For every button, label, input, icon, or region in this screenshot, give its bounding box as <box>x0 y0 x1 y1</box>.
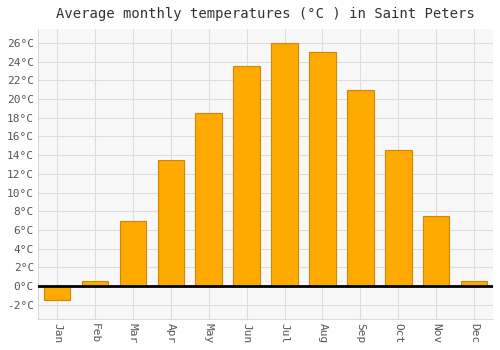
Title: Average monthly temperatures (°C ) in Saint Peters: Average monthly temperatures (°C ) in Sa… <box>56 7 475 21</box>
Bar <box>461 281 487 286</box>
Bar <box>272 43 298 286</box>
Bar <box>82 281 108 286</box>
Bar <box>309 52 336 286</box>
Bar <box>385 150 411 286</box>
Bar <box>347 90 374 286</box>
Bar <box>120 220 146 286</box>
Bar <box>423 216 450 286</box>
Bar <box>234 66 260 286</box>
Bar <box>158 160 184 286</box>
Bar <box>196 113 222 286</box>
Bar <box>44 286 70 300</box>
